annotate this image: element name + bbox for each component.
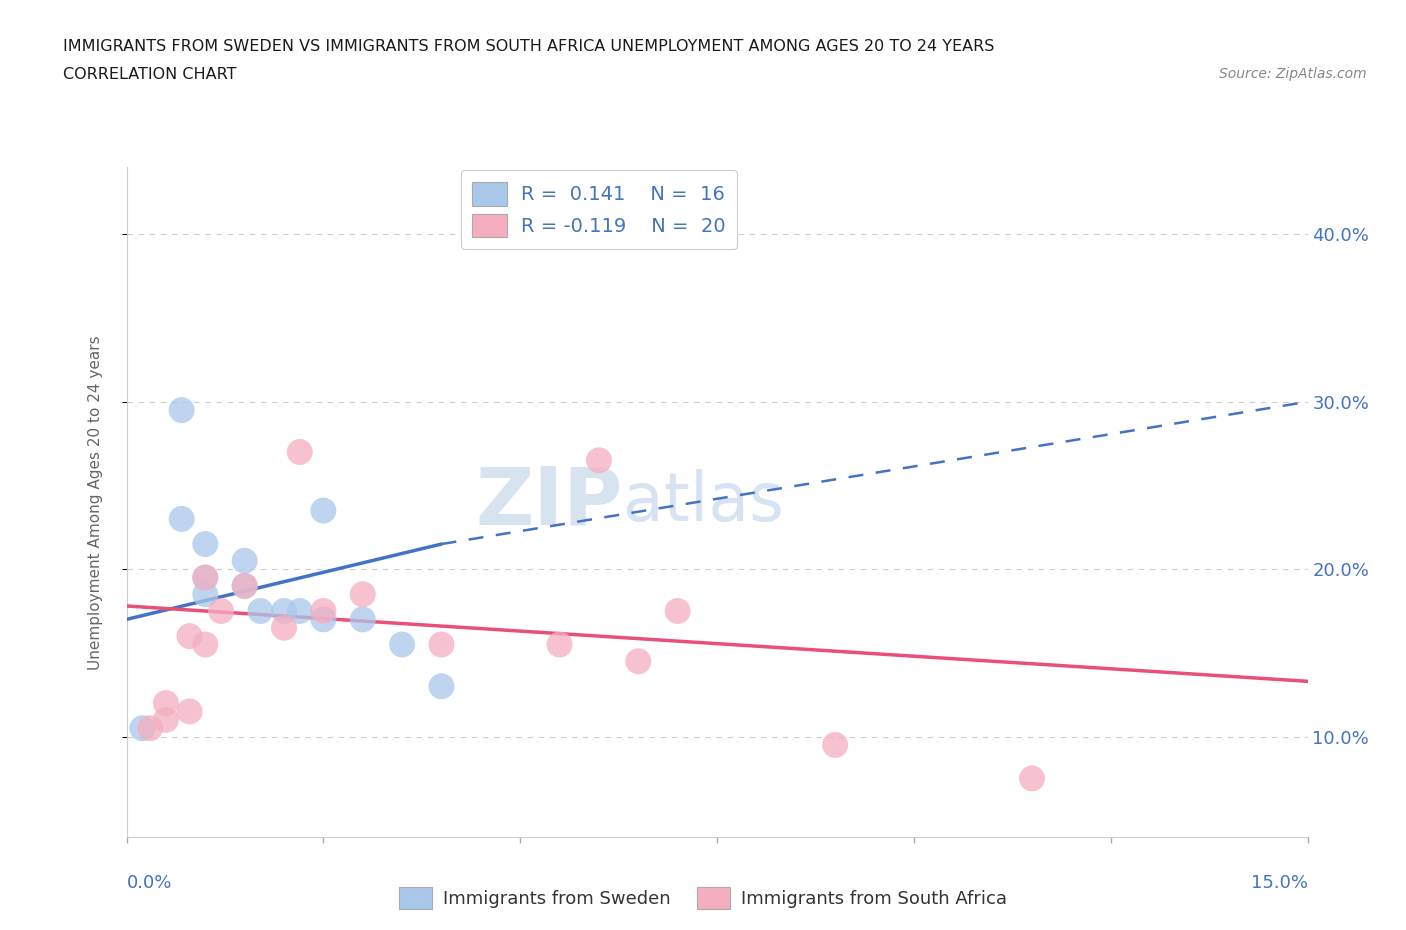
Text: CORRELATION CHART: CORRELATION CHART — [63, 67, 236, 82]
Point — [352, 587, 374, 602]
Point — [627, 654, 650, 669]
Point — [233, 578, 256, 593]
Point — [170, 403, 193, 418]
Text: IMMIGRANTS FROM SWEDEN VS IMMIGRANTS FROM SOUTH AFRICA UNEMPLOYMENT AMONG AGES 2: IMMIGRANTS FROM SWEDEN VS IMMIGRANTS FRO… — [63, 39, 994, 54]
Text: atlas: atlas — [623, 470, 783, 535]
Point — [170, 512, 193, 526]
Point — [588, 453, 610, 468]
Point — [273, 604, 295, 618]
Point — [155, 696, 177, 711]
Point — [194, 587, 217, 602]
Point — [312, 612, 335, 627]
Point — [233, 578, 256, 593]
Point — [288, 604, 311, 618]
Point — [548, 637, 571, 652]
Point — [312, 604, 335, 618]
Point — [179, 629, 201, 644]
Text: Source: ZipAtlas.com: Source: ZipAtlas.com — [1219, 67, 1367, 81]
Point — [352, 612, 374, 627]
Point — [194, 570, 217, 585]
Legend: R =  0.141    N =  16, R = -0.119    N =  20: R = 0.141 N = 16, R = -0.119 N = 20 — [461, 170, 737, 249]
Point — [179, 704, 201, 719]
Point — [1021, 771, 1043, 786]
Point — [824, 737, 846, 752]
Point — [194, 637, 217, 652]
Text: ZIP: ZIP — [475, 463, 623, 541]
Point — [312, 503, 335, 518]
Point — [249, 604, 271, 618]
Text: 0.0%: 0.0% — [127, 874, 172, 892]
Point — [233, 553, 256, 568]
Point — [273, 620, 295, 635]
Text: 15.0%: 15.0% — [1250, 874, 1308, 892]
Point — [139, 721, 162, 736]
Y-axis label: Unemployment Among Ages 20 to 24 years: Unemployment Among Ages 20 to 24 years — [89, 335, 103, 670]
Point — [430, 637, 453, 652]
Point — [131, 721, 153, 736]
Point — [391, 637, 413, 652]
Point — [194, 570, 217, 585]
Point — [155, 712, 177, 727]
Point — [209, 604, 232, 618]
Legend: Immigrants from Sweden, Immigrants from South Africa: Immigrants from Sweden, Immigrants from … — [392, 880, 1014, 916]
Point — [430, 679, 453, 694]
Point — [194, 537, 217, 551]
Point — [288, 445, 311, 459]
Point — [666, 604, 689, 618]
